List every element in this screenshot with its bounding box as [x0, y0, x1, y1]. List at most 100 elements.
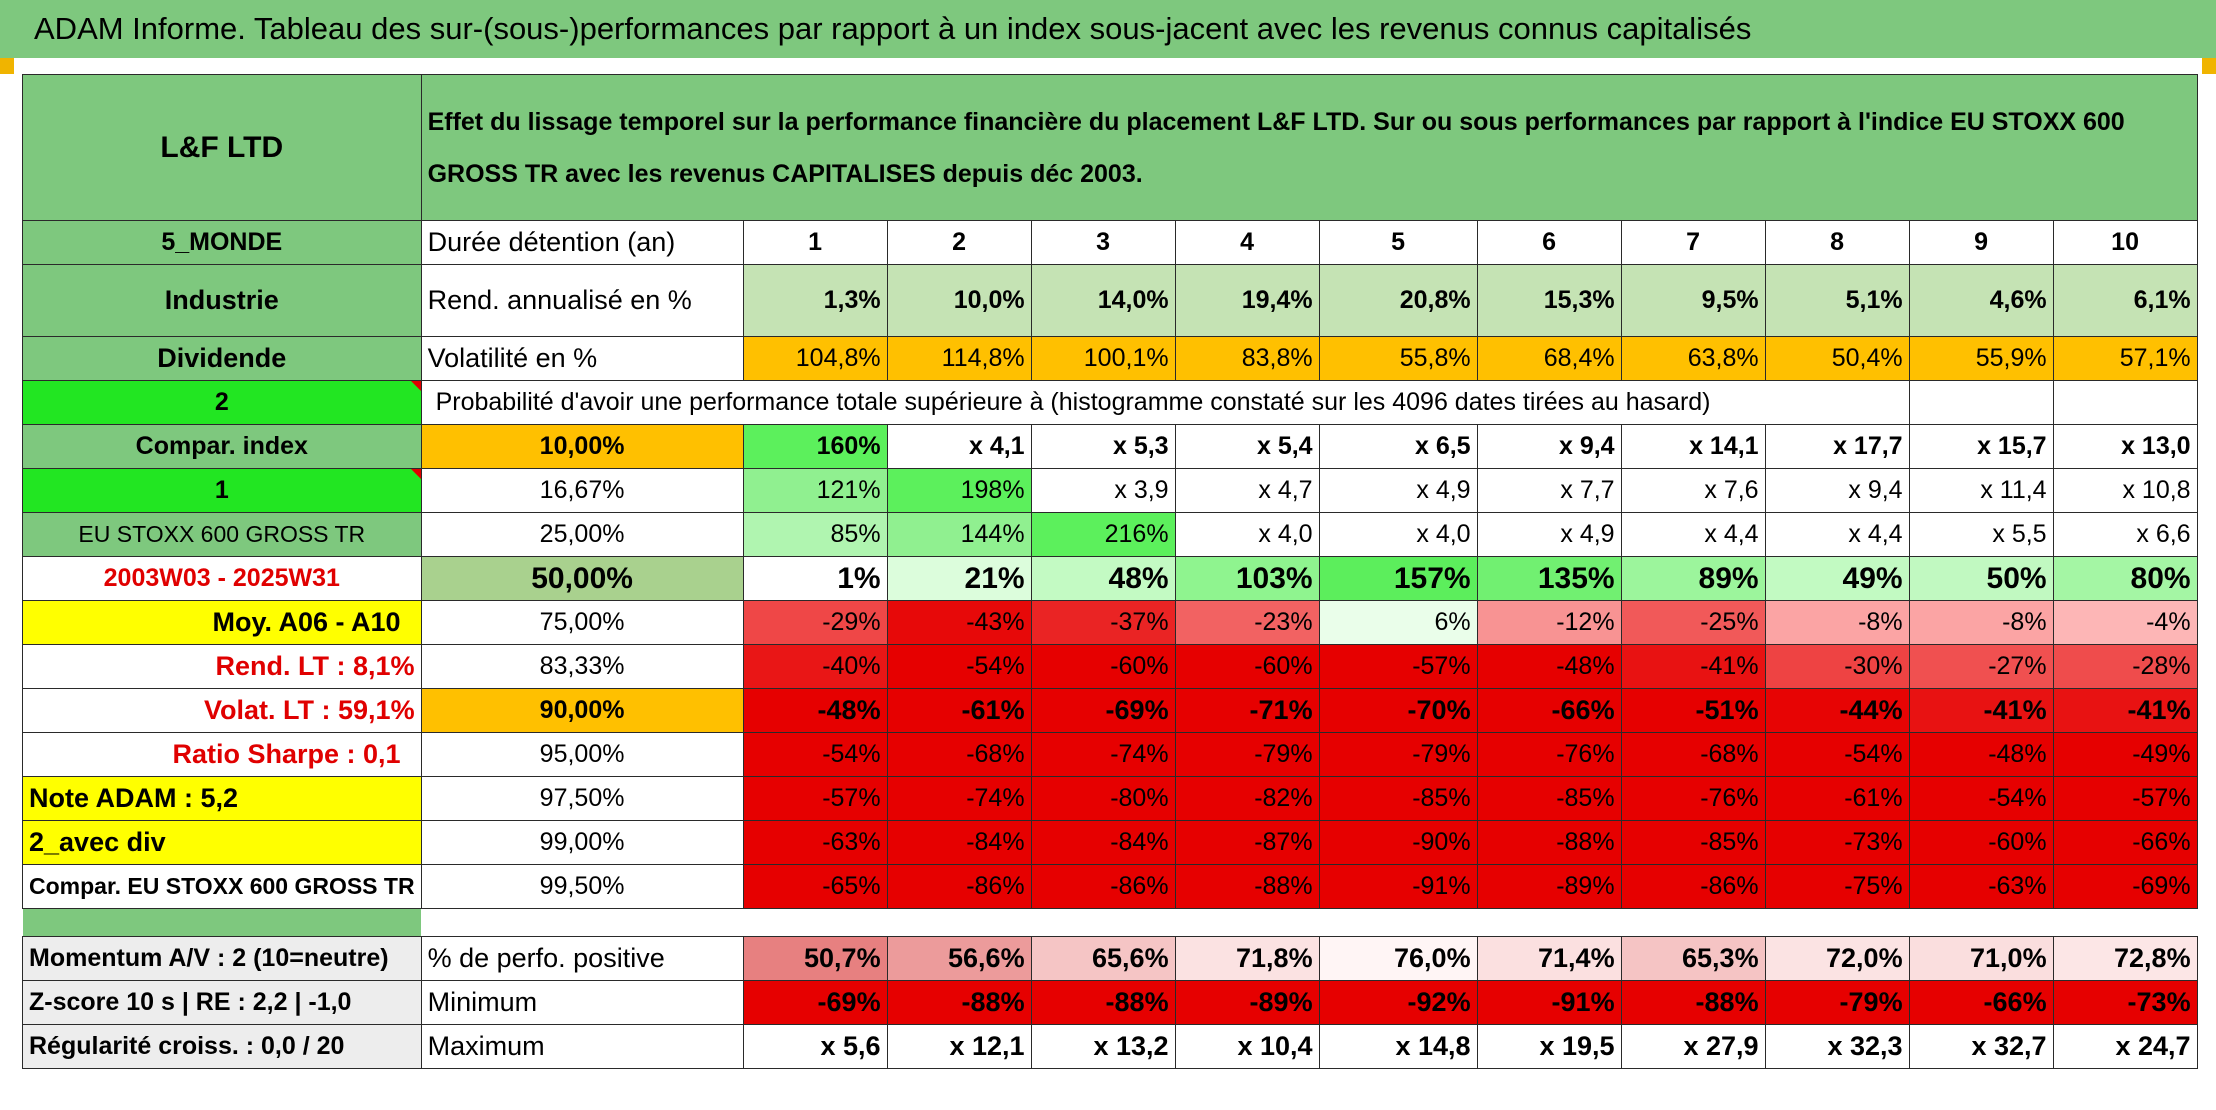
selector-b[interactable]: 1: [22, 468, 422, 513]
pos-cell: 71,4%: [1476, 936, 1622, 981]
min-cell: -88%: [1030, 980, 1176, 1025]
quantile-cell: -25%: [1620, 600, 1766, 645]
summary-row: Z-score 10 s | RE : 2,2 | -1,0 Minimum -69…: [22, 980, 2198, 1025]
quantile-cell: 6%: [1318, 600, 1478, 645]
quantile-cell: -82%: [1174, 776, 1320, 821]
quantile-cell: x 4,0: [1174, 512, 1320, 557]
quantile-cell: -27%: [1908, 644, 2054, 689]
quantile-cell: -84%: [886, 820, 1032, 865]
quantile-cell: -85%: [1620, 820, 1766, 865]
year-10: 10: [2052, 220, 2198, 265]
min-cell: -89%: [1174, 980, 1320, 1025]
quantile-cell: -88%: [1174, 864, 1320, 909]
quantile-cell: 80%: [2052, 556, 2198, 601]
quantile-cell: -66%: [1476, 688, 1622, 733]
proba-label: Probabilité d'avoir une performance tota…: [420, 380, 1910, 425]
quantile-cell: x 5,4: [1174, 424, 1320, 469]
report-title: ADAM Informe. Tableau des sur-(sous-)per…: [0, 0, 2216, 58]
quantile-cell: -60%: [1030, 644, 1176, 689]
quantile-cell: -43%: [886, 600, 1032, 645]
quantile-cell: 157%: [1318, 556, 1478, 601]
rend-label: Rend. annualisé en %: [420, 264, 744, 337]
quantile-cell: -89%: [1476, 864, 1622, 909]
max-cell: x 13,2: [1030, 1024, 1176, 1069]
max-cell: x 10,4: [1174, 1024, 1320, 1069]
quantile-row: Compar. index 10,00% 160% x 4,1 x 5,3 x 5,4 x …: [22, 424, 2198, 469]
compar-index-label: Compar. index: [22, 424, 422, 469]
quantile-row: Compar. EU STOXX 600 GROSS TR 99,50% -65% -…: [22, 864, 2198, 909]
zscore: Z-score 10 s | RE : 2,2 | -1,0: [22, 980, 422, 1025]
quantile-cell: x 4,1: [886, 424, 1032, 469]
quantile-cell: -54%: [742, 732, 888, 777]
index-name: EU STOXX 600 GROSS TR: [22, 512, 422, 557]
pos-cell: 56,6%: [886, 936, 1032, 981]
rend-cell: 20,8%: [1318, 264, 1478, 337]
quantile-cell: -54%: [1908, 776, 2054, 821]
period-label: 2003W03 - 2025W31: [22, 556, 422, 601]
quantile-cell: x 10,8: [2052, 468, 2198, 513]
year-6: 6: [1476, 220, 1622, 265]
quantile-cell: -63%: [742, 820, 888, 865]
quantile-cell: -76%: [1620, 776, 1766, 821]
min-cell: -88%: [1620, 980, 1766, 1025]
pos-cell: 72,0%: [1764, 936, 1910, 981]
quantile-cell: x 9,4: [1476, 424, 1622, 469]
year-7: 7: [1620, 220, 1766, 265]
quantile-cell: x 9,4: [1764, 468, 1910, 513]
quantile-cell: -86%: [1030, 864, 1176, 909]
quantile-label: 16,67%: [420, 468, 744, 513]
selector-a[interactable]: 2: [22, 380, 422, 425]
quantile-cell: x 6,5: [1318, 424, 1478, 469]
volat-lt: Volat. LT : 59,1%: [22, 688, 422, 733]
year-8: 8: [1764, 220, 1910, 265]
max-cell: x 19,5: [1476, 1024, 1622, 1069]
quantile-cell: -41%: [1908, 688, 2054, 733]
quantile-cell: 216%: [1030, 512, 1176, 557]
quantile-cell: -70%: [1318, 688, 1478, 733]
pos-cell: 65,6%: [1030, 936, 1176, 981]
quantile-label: 75,00%: [420, 600, 744, 645]
quantile-cell: x 4,7: [1174, 468, 1320, 513]
quantile-cell: -76%: [1476, 732, 1622, 777]
momentum: Momentum A/V : 2 (10=neutre): [22, 936, 422, 981]
quantile-cell: -57%: [1318, 644, 1478, 689]
quantile-cell: -48%: [1476, 644, 1622, 689]
quantile-cell: -44%: [1764, 688, 1910, 733]
quantile-cell: -41%: [2052, 688, 2198, 733]
regularite: Régularité croiss. : 0,0 / 20: [22, 1024, 422, 1069]
corner-marker-left: [0, 58, 14, 74]
quantile-cell: -88%: [1476, 820, 1622, 865]
min-cell: -88%: [886, 980, 1032, 1025]
quantile-cell: 50%: [1908, 556, 2054, 601]
quantile-cell: -84%: [1030, 820, 1176, 865]
quantile-cell: 21%: [886, 556, 1032, 601]
corner-marker-right: [2202, 58, 2216, 74]
summary-row: Régularité croiss. : 0,0 / 20 Maximum x 5,…: [22, 1024, 2198, 1069]
quantile-cell: -49%: [2052, 732, 2198, 777]
quantile-cell: -57%: [742, 776, 888, 821]
quantile-row: Volat. LT : 59,1% 90,00% -48% -61% -69% -71% -…: [22, 688, 2198, 733]
rend-cell: 19,4%: [1174, 264, 1320, 337]
min-cell: -69%: [742, 980, 888, 1025]
volat-cell: 100,1%: [1030, 336, 1176, 381]
quantile-cell: -85%: [1318, 776, 1478, 821]
quantile-row: Moy. A06 - A10 75,00% -29% -43% -37% -23% 6% -1…: [22, 600, 2198, 645]
volat-cell: 55,8%: [1318, 336, 1478, 381]
summary-row: Momentum A/V : 2 (10=neutre)% de perfo. …: [22, 936, 2198, 981]
quantile-cell: -63%: [1908, 864, 2054, 909]
min-cell: -91%: [1476, 980, 1622, 1025]
moy-label: Moy. A06 - A10: [22, 600, 422, 645]
quantile-row: Rend. LT : 8,1% 83,33% -40% -54% -60% -60% -57…: [22, 644, 2198, 689]
min-cell: -92%: [1318, 980, 1478, 1025]
volat-cell: 55,9%: [1908, 336, 2054, 381]
quantile-label: 97,50%: [420, 776, 744, 821]
max-cell: x 24,7: [2052, 1024, 2198, 1069]
quantile-label: 50,00%: [420, 556, 744, 601]
volat-cell: 83,8%: [1174, 336, 1320, 381]
quantile-label: 99,50%: [420, 864, 744, 909]
quantile-cell: 85%: [742, 512, 888, 557]
quantile-row: 2_avec div 99,00% -63% -84% -84% -87% -90% -88%…: [22, 820, 2198, 865]
quantile-cell: 103%: [1174, 556, 1320, 601]
quantile-cell: -8%: [1764, 600, 1910, 645]
quantile-cell: -68%: [1620, 732, 1766, 777]
